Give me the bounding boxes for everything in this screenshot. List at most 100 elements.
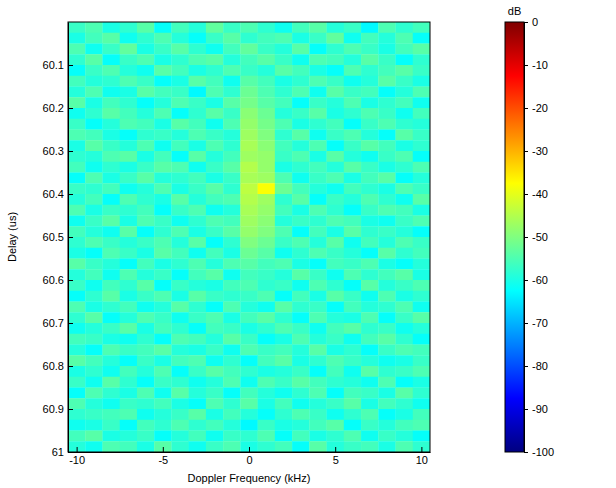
heatmap-cell (396, 44, 414, 55)
heatmap-cell (223, 388, 241, 399)
heatmap-cell (102, 291, 120, 302)
heatmap-cell (154, 248, 172, 259)
heatmap-cell (378, 119, 396, 130)
heatmap-cell (240, 431, 258, 442)
heatmap-cell (223, 312, 241, 323)
heatmap-cell (361, 108, 379, 119)
heatmap-cell (137, 291, 155, 302)
tick-label: -80 (532, 360, 548, 372)
heatmap-cell (85, 302, 103, 313)
heatmap-cell (344, 205, 362, 216)
heatmap-cell (206, 377, 224, 388)
heatmap-cell (120, 248, 138, 259)
heatmap-cell (396, 441, 414, 452)
heatmap-cell (171, 248, 189, 259)
heatmap-cell (292, 398, 310, 409)
heatmap-cell (275, 269, 293, 280)
heatmap-cell (413, 119, 430, 130)
heatmap-cell (120, 323, 138, 334)
heatmap-cell (309, 259, 327, 270)
heatmap-cell (292, 441, 310, 452)
heatmap-cell (171, 409, 189, 420)
tick-mark (524, 22, 528, 23)
heatmap-cell (85, 140, 103, 151)
heatmap-cell (258, 388, 276, 399)
heatmap-cell (171, 87, 189, 98)
tick: -20 (524, 102, 548, 114)
heatmap-cell (292, 194, 310, 205)
heatmap-cell (102, 183, 120, 194)
heatmap-cell (378, 194, 396, 205)
heatmap-cell (154, 323, 172, 334)
heatmap-cell (413, 441, 430, 452)
heatmap-cell (378, 323, 396, 334)
heatmap-cell (240, 259, 258, 270)
heatmap-cell (154, 377, 172, 388)
heatmap-cell (85, 226, 103, 237)
heatmap-cell (223, 130, 241, 141)
heatmap-cell (344, 269, 362, 280)
heatmap-cell (413, 431, 430, 442)
heatmap-cell (102, 162, 120, 173)
heatmap-cell (240, 162, 258, 173)
heatmap-cell (344, 323, 362, 334)
heatmap-cell (378, 280, 396, 291)
heatmap-cell (154, 140, 172, 151)
heatmap-cell (223, 76, 241, 87)
heatmap-cell (292, 76, 310, 87)
cells (68, 22, 430, 452)
heatmap-cell (258, 420, 276, 431)
heatmap-cell (413, 130, 430, 141)
heatmap-cell (206, 291, 224, 302)
heatmap-cell (378, 366, 396, 377)
heatmap-cell (120, 54, 138, 65)
heatmap-cell (258, 226, 276, 237)
heatmap-cell (378, 291, 396, 302)
heatmap-cell (85, 183, 103, 194)
heatmap-cell (206, 345, 224, 356)
heatmap-cell (171, 97, 189, 108)
heatmap-cell (137, 441, 155, 452)
heatmap-cell (154, 280, 172, 291)
heatmap-cell (85, 194, 103, 205)
heatmap-cell (258, 205, 276, 216)
heatmap-cell (258, 216, 276, 227)
heatmap-cell (378, 54, 396, 65)
heatmap-cell (292, 151, 310, 162)
heatmap-cell (154, 44, 172, 55)
heatmap-cell (206, 355, 224, 366)
heatmap-cell (275, 291, 293, 302)
heatmap-cell (344, 355, 362, 366)
heatmap-cell (68, 237, 86, 248)
heatmap-cell (275, 237, 293, 248)
heatmap-cell (206, 248, 224, 259)
heatmap-cell (189, 291, 207, 302)
heatmap-cell (206, 87, 224, 98)
heatmap-cell (344, 44, 362, 55)
heatmap-cell (85, 44, 103, 55)
heatmap-cell (154, 388, 172, 399)
heatmap-cell (327, 173, 345, 184)
heatmap-cell (309, 108, 327, 119)
heatmap-cell (240, 398, 258, 409)
heatmap-cell (309, 33, 327, 44)
heatmap-cell (378, 87, 396, 98)
heatmap-cell (85, 366, 103, 377)
heatmap-cell (275, 173, 293, 184)
heatmap-cell (68, 420, 86, 431)
heatmap-cell (120, 22, 138, 33)
heatmap-cell (68, 54, 86, 65)
heatmap-cell (258, 248, 276, 259)
heatmap-cell (137, 54, 155, 65)
heatmap-cell (223, 97, 241, 108)
heatmap-cell (327, 226, 345, 237)
heatmap-cell (137, 355, 155, 366)
heatmap-cell (309, 162, 327, 173)
tick-mark (524, 409, 528, 410)
heatmap-cell (171, 226, 189, 237)
tick: -10 (69, 447, 85, 466)
heatmap-cell (189, 194, 207, 205)
heatmap-cell (223, 119, 241, 130)
heatmap-cell (171, 44, 189, 55)
tick-label: -50 (532, 231, 548, 243)
